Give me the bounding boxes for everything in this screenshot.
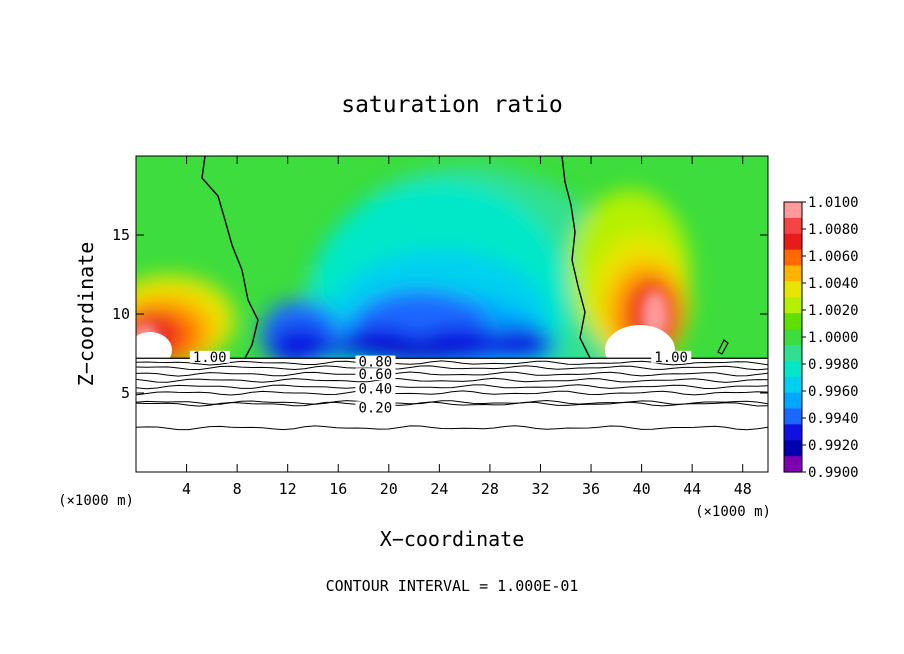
x-tick-label: 16: [329, 480, 347, 498]
contour-line: [136, 425, 768, 431]
y-axis: 5 10 15: [112, 226, 768, 402]
contour-label-bg: [355, 401, 396, 414]
contour-label-bg: [355, 355, 396, 368]
colorbar-tick-label: 1.0000: [808, 330, 859, 346]
x-unit-right: (×1000 m): [695, 504, 771, 520]
x-tick-label: 36: [582, 480, 600, 498]
y-axis-label: Z−coordinate: [74, 242, 98, 387]
contour-line: [136, 360, 768, 366]
x-tick-label: 20: [380, 480, 398, 498]
field-blob: [310, 347, 470, 361]
x-tick-label: 8: [233, 480, 242, 498]
colorbar-swatch: [784, 217, 802, 235]
x-tick-label: 40: [633, 480, 651, 498]
contour-line: [136, 377, 768, 383]
colorbar-tick-label: 0.9940: [808, 411, 859, 427]
contour-line: [136, 401, 768, 407]
contour-line: [561, 156, 591, 359]
contour-line: [136, 371, 768, 377]
x-tick-label: 24: [430, 480, 448, 498]
contour-label: 1.00: [654, 350, 688, 366]
colorbar-swatch: [784, 313, 802, 330]
contour-label-bg: [651, 350, 692, 363]
contour-line: [201, 156, 259, 359]
contour-labels: 1.00 1.00 0.800.600.40 0.20: [189, 350, 692, 416]
colorbar-swatch: [784, 233, 802, 251]
x-tick-label: 12: [279, 480, 297, 498]
contour-label: 0.20: [358, 400, 392, 416]
contour-label: 0.40: [358, 381, 392, 397]
x-axis: 4 8 12 16 20 24 28 32 36 40 44 48: [182, 156, 752, 498]
contour-label-bg: [355, 382, 396, 395]
colorbar-swatch: [784, 249, 802, 267]
below-cloud-base: [136, 358, 768, 472]
colorbar-tick-label: 0.9960: [808, 384, 859, 400]
colorbar-tick-label: 0.9920: [808, 438, 859, 454]
colorbar-swatch: [784, 202, 802, 219]
colorbar-tick-label: 1.0020: [808, 303, 859, 319]
colorbar-swatch: [784, 424, 802, 441]
contour-label-bg: [189, 350, 230, 363]
contour-label: 1.00: [193, 350, 227, 366]
x-tick-label: 44: [683, 480, 701, 498]
colorbar-swatch: [784, 360, 802, 378]
contour-label: 0.60: [358, 367, 392, 383]
y-tick-label: 15: [112, 226, 130, 244]
x-tick-label: 32: [531, 480, 549, 498]
colorbar-swatch: [784, 440, 802, 457]
colorbar-swatch: [784, 344, 802, 362]
colorbar-tick-label: 1.0060: [808, 249, 859, 265]
contour-lines: [136, 357, 768, 431]
heatmap-field: [136, 156, 768, 472]
colorbar: 1.0100 1.0080 1.0060 1.0040 1.0020 1.0000 0.99…: [783, 195, 859, 481]
x-axis-label: X−coordinate: [380, 527, 525, 551]
colorbar-tick-label: 1.0040: [808, 276, 859, 292]
colorbar-tick-label: 0.9900: [808, 465, 859, 481]
colorbar-swatch: [784, 408, 802, 425]
x-unit-left: (×1000 m): [58, 493, 134, 509]
contour-line: [136, 365, 768, 371]
y-tick-label: 5: [121, 384, 130, 402]
colorbar-swatch: [784, 265, 802, 283]
colorbar-swatch: [784, 297, 802, 314]
contour-label: 0.80: [358, 355, 392, 371]
contour-line: [717, 339, 729, 355]
colorbar-tick-label: 1.0080: [808, 222, 859, 238]
contour-line: [136, 390, 768, 396]
contour-line: [136, 384, 768, 390]
colorbar-swatch: [784, 329, 802, 346]
colorbar-tick-label: 0.9980: [808, 357, 859, 373]
field-blob: [485, 327, 555, 363]
contour-line: [136, 399, 768, 405]
colorbar-tick-label: 1.0100: [808, 195, 859, 211]
x-tick-label: 48: [734, 480, 752, 498]
colorbar-swatch: [784, 392, 802, 410]
contour-label-bg: [355, 368, 396, 381]
contour-interval-text: CONTOUR INTERVAL = 1.000E-01: [326, 577, 579, 595]
chart-title: saturation ratio: [341, 92, 563, 118]
colorbar-swatch: [784, 456, 802, 473]
x-tick-label: 4: [182, 480, 191, 498]
y-tick-label: 10: [112, 305, 130, 323]
x-tick-label: 28: [481, 480, 499, 498]
colorbar-swatch: [784, 376, 802, 394]
colorbar-swatch: [784, 281, 802, 298]
